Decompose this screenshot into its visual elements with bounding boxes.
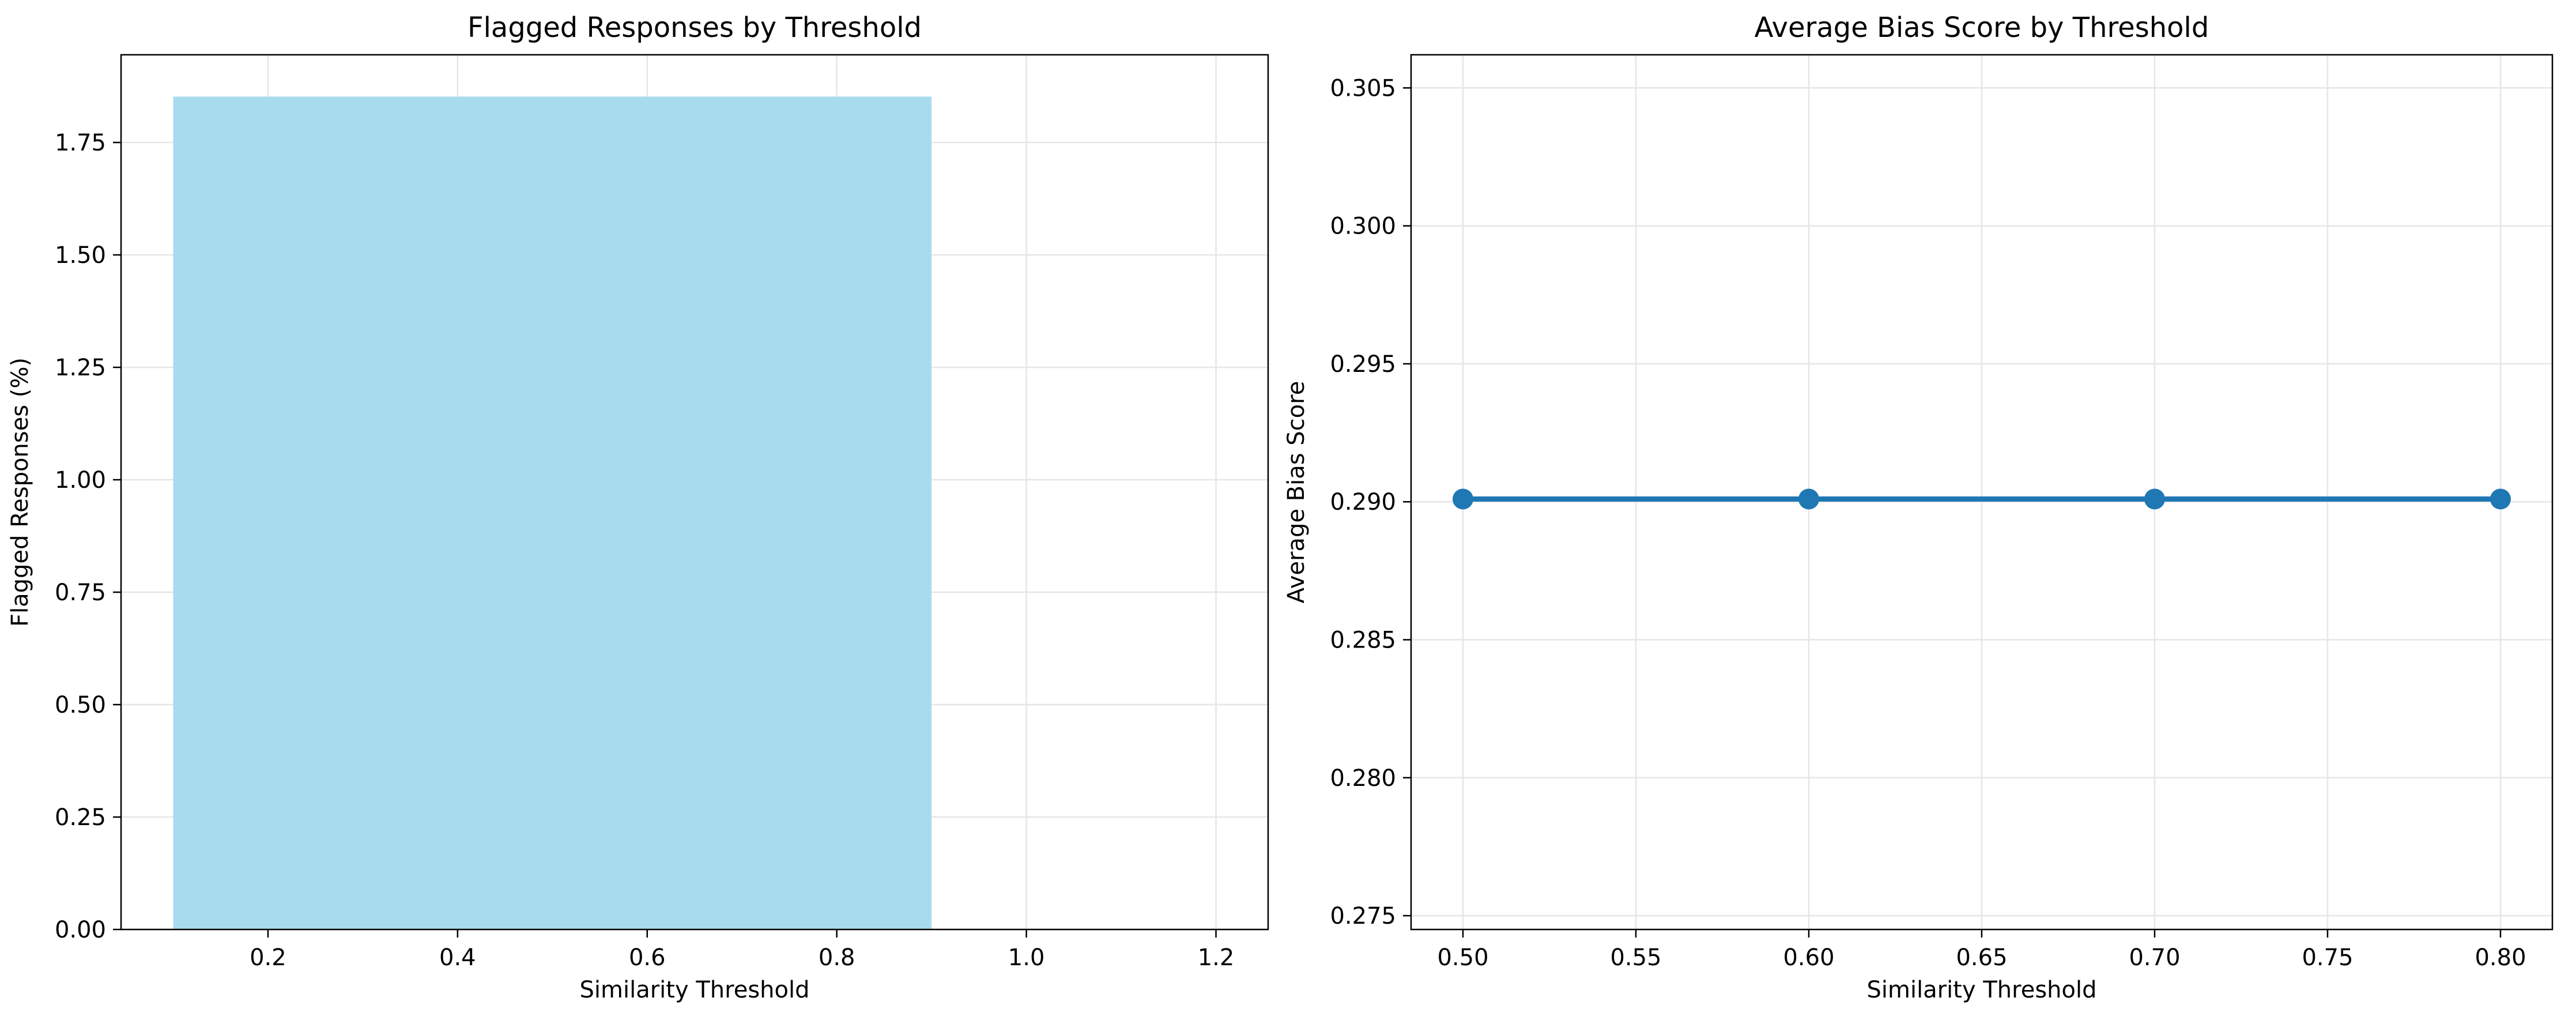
chart-average-bias-score: 0.50 0.55 0.60 0.65 0.70 0.75 0.80 0.2750.2800… [1283,12,2554,1003]
right-y-tick-label: 0.275 [1330,903,1396,929]
right-x-ticks: 0.50 0.55 0.60 0.65 0.70 0.75 0.80 [1437,929,2526,971]
left-chart-title: Flagged Responses by Threshold [467,12,922,44]
right-y-tick-label: 0.295 [1330,351,1396,378]
left-y-tick-label: 0.75 [55,579,106,606]
left-x-tick-label: 0.6 [629,944,666,971]
left-y-tick-label: 1.00 [55,467,106,494]
chart-flagged-responses: 0.2 0.4 0.6 0.8 1.0 1.2 0.00 0.25 0.50 0.75 1.00 1… [7,12,1269,1003]
left-x-ticks: 0.2 0.4 0.6 0.8 1.0 1.2 [250,929,1234,971]
left-y-tick-label: 0.50 [55,692,106,718]
right-x-tick-label: 0.70 [2129,944,2180,971]
left-x-tick-label: 0.8 [819,944,855,971]
right-point-2 [2144,488,2165,510]
right-y-ticks: 0.275 0.280 0.285 0.290 0.295 0.300 0.305 [1330,75,1411,929]
right-x-tick-label: 0.80 [2475,944,2526,971]
left-bar-0 [173,96,932,930]
left-x-tick-label: 1.0 [1008,944,1045,971]
right-x-tick-label: 0.55 [1610,944,1661,971]
right-chart-title: Average Bias Score by Threshold [1755,12,2209,44]
right-x-axis-label: Similarity Threshold [1867,977,2097,1003]
right-point-0 [1453,488,1473,510]
left-y-ticks: 0.00 0.25 0.50 0.75 1.00 1.25 1.50 1.75 [55,130,121,943]
right-series [1453,488,2511,510]
right-y-tick-label: 0.285 [1330,627,1396,654]
right-y-tick-label: 0.290 [1330,489,1396,515]
left-y-tick-label: 0.00 [55,917,106,943]
left-plot-frame [120,54,1269,931]
right-y-tick-label: 0.305 [1330,75,1396,101]
left-y-tick-label: 0.25 [55,804,106,831]
left-x-tick-label: 0.2 [250,944,286,971]
right-y-tick-label: 0.300 [1330,213,1396,240]
right-gridlines [1411,55,2552,929]
right-point-3 [2490,488,2511,510]
left-y-tick-label: 1.50 [55,242,106,269]
left-y-tick-label: 1.25 [55,355,106,381]
right-x-tick-label: 0.65 [1956,944,2007,971]
left-x-tick-label: 0.4 [439,944,476,971]
left-y-axis-label: Flagged Responses (%) [7,357,33,627]
left-x-axis-label: Similarity Threshold [580,977,810,1003]
right-x-tick-label: 0.60 [1783,944,1834,971]
right-point-1 [1798,488,1819,510]
left-y-tick-label: 1.75 [55,130,106,156]
right-x-tick-label: 0.75 [2302,944,2353,971]
right-y-axis-label: Average Bias Score [1283,381,1310,604]
right-x-tick-label: 0.50 [1437,944,1488,971]
left-x-tick-label: 1.2 [1198,944,1235,971]
left-bars [173,96,932,930]
right-y-tick-label: 0.280 [1330,765,1396,792]
